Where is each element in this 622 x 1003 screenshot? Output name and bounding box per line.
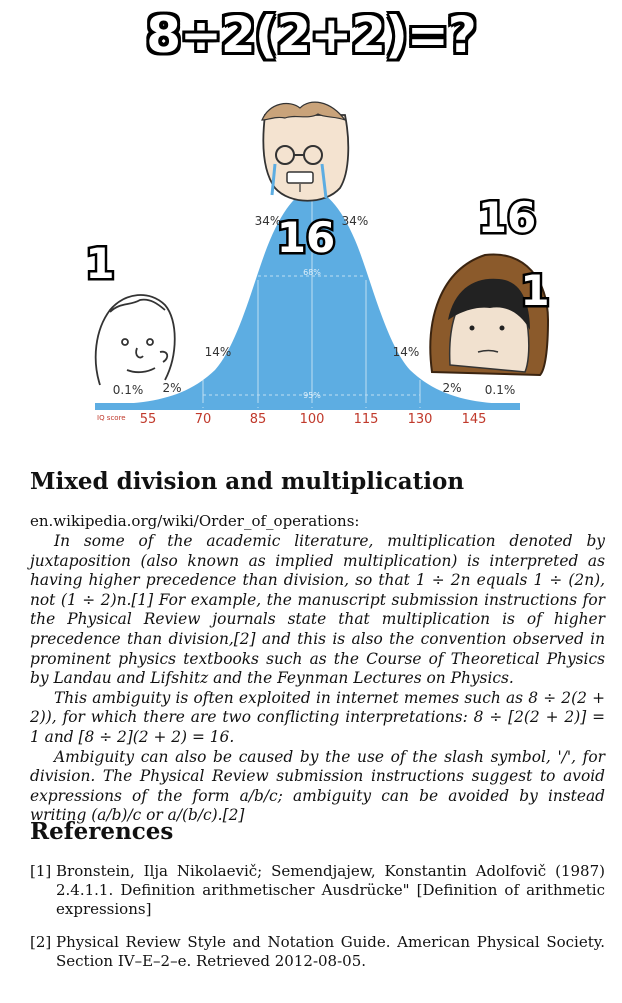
left-answer: 1 xyxy=(85,239,114,288)
inner-label-95: 95% xyxy=(303,391,321,400)
inner-label-68: 68% xyxy=(303,268,321,277)
iq-tick: 130 xyxy=(408,412,433,427)
left-character-drawing xyxy=(94,294,176,386)
iq-tick: 115 xyxy=(354,412,379,427)
reference-item: [1] Bronstein, Ilja Nikolaevič; Semendja… xyxy=(30,862,605,919)
bell-curve-graphic: 68% 95% 0.1% 2% 14% 34% 34% 14% 2% 0.1% … xyxy=(0,80,622,440)
bell-curve-shape xyxy=(95,190,520,410)
right-answer-top: 16 xyxy=(478,193,536,242)
percent-label: 2% xyxy=(162,381,181,395)
middle-character-drawing xyxy=(261,101,350,202)
percent-label: 34% xyxy=(255,214,282,228)
percent-label: 0.1% xyxy=(485,383,516,397)
references-heading: References xyxy=(30,818,174,845)
right-answer-side: 1 xyxy=(520,266,549,315)
article-paragraph: This ambiguity is often exploited in int… xyxy=(30,688,605,746)
reference-text: Physical Review Style and Notation Guide… xyxy=(56,933,605,970)
source-link: en.wikipedia.org/wiki/Order_of_operation… xyxy=(30,512,360,530)
reference-number: [1] xyxy=(30,862,52,880)
iq-tick: 100 xyxy=(300,412,325,427)
middle-answer: 16 xyxy=(277,213,335,262)
iq-tick: 145 xyxy=(462,412,487,427)
reference-text: Bronstein, Ilja Nikolaevič; Semendjajew,… xyxy=(56,862,605,918)
reference-item: [2] Physical Review Style and Notation G… xyxy=(30,933,605,971)
meme-title: 8÷2(2+2)=? xyxy=(146,6,477,64)
percent-label: 34% xyxy=(342,214,369,228)
axis-bar xyxy=(95,403,520,407)
iq-tick: 70 xyxy=(195,412,212,427)
article-paragraph: In some of the academic literature, mult… xyxy=(30,532,605,688)
percent-label: 2% xyxy=(442,381,461,395)
right-character-drawing xyxy=(429,253,550,377)
iq-tick: 85 xyxy=(250,412,267,427)
article-heading: Mixed division and multiplication xyxy=(30,468,465,495)
iq-tick: 55 xyxy=(140,412,157,427)
iq-score-label: IQ score xyxy=(97,414,126,422)
reference-number: [2] xyxy=(30,933,52,951)
bell-curve-svg: 68% 95% 0.1% 2% 14% 34% 34% 14% 2% 0.1% … xyxy=(83,101,552,427)
reference-list: [1] Bronstein, Ilja Nikolaevič; Semendja… xyxy=(30,862,605,985)
percent-label: 0.1% xyxy=(113,383,144,397)
article-paragraph: Ambiguity can also be caused by the use … xyxy=(30,747,605,825)
percent-label: 14% xyxy=(205,345,232,359)
article-body: In some of the academic literature, mult… xyxy=(30,532,605,826)
percent-label: 14% xyxy=(393,345,420,359)
